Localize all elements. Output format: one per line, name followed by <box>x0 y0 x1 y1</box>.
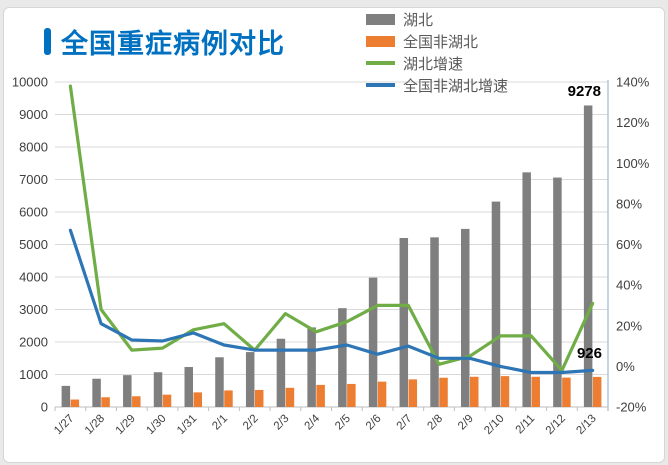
bar-hubei-1/30 <box>153 372 163 407</box>
legend: 湖北 全国非湖北 湖北增速 全国非湖北增速 <box>366 8 508 96</box>
x-axis-label: 2/4 <box>302 412 322 432</box>
bar-hubei-2/7 <box>399 238 409 407</box>
legend-label: 湖北 <box>403 11 434 29</box>
left-axis-tick-label: 8000 <box>19 140 48 155</box>
left-axis-tick-label: 4000 <box>19 270 48 285</box>
bar-non-hubei-2/6 <box>377 381 387 407</box>
bar-non-hubei-2/13 <box>592 376 602 407</box>
bar-non-hubei-2/2 <box>254 389 264 407</box>
right-axis-tick-label: 120% <box>616 115 650 130</box>
right-axis-tick-label: 140% <box>616 75 650 90</box>
bar-hubei-2/3 <box>276 338 286 407</box>
hubei-bar-swatch-icon <box>366 13 395 25</box>
x-axis-label: 2/5 <box>333 413 353 433</box>
bar-non-hubei-1/29 <box>132 396 141 407</box>
non-hubei-growth-line-swatch-icon <box>366 83 395 87</box>
x-axis-label: 1/29 <box>114 413 138 437</box>
non-hubei-bar-swatch-icon <box>366 35 395 47</box>
x-axis-label: 2/11 <box>514 413 538 437</box>
right-axis-tick-label: 100% <box>616 156 650 171</box>
bar-hubei-1/27 <box>61 385 71 407</box>
bar-hubei-2/12 <box>553 177 562 407</box>
legend-item-hubei: 湖北 <box>366 8 508 30</box>
bar-hubei-2/6 <box>368 277 378 407</box>
x-axis-label: 1/30 <box>144 413 168 437</box>
bar-hubei-1/31 <box>184 367 193 407</box>
legend-label: 湖北增速 <box>403 55 464 73</box>
bar-non-hubei-2/8 <box>439 377 448 407</box>
legend-item-hubei-growth: 湖北增速 <box>366 52 508 74</box>
left-axis-tick-label: 2000 <box>19 335 48 350</box>
right-axis-tick-label: 80% <box>616 196 642 211</box>
x-axis-label: 1/27 <box>52 413 76 437</box>
bar-non-hubei-2/12 <box>562 377 571 407</box>
right-axis-tick-label: 0% <box>616 359 635 374</box>
growth-line-全国非湖北增速 <box>68 228 595 375</box>
hubei-growth-line-swatch-icon <box>366 61 395 65</box>
x-axis-label: 2/3 <box>272 413 292 433</box>
left-axis-tick-label: 9000 <box>19 107 48 122</box>
growth-line-湖北增速 <box>68 84 595 372</box>
bar-hubei-2/10 <box>491 201 501 407</box>
chart-title-row: 全国重症病例对比 <box>44 22 285 61</box>
bar-hubei-2/8 <box>430 237 439 407</box>
legend-label: 全国非湖北 <box>403 33 479 51</box>
left-axis-tick-label: 1000 <box>19 367 48 382</box>
bar-non-hubei-2/10 <box>500 376 510 407</box>
bar-hubei-2/1 <box>215 357 224 407</box>
x-axis-label: 2/12 <box>544 413 568 437</box>
left-axis-tick-label: 6000 <box>19 205 48 220</box>
right-axis-tick-label: 20% <box>616 318 642 333</box>
legend-item-non-hubei: 全国非湖北 <box>366 30 508 52</box>
x-axis-label: 2/7 <box>395 413 415 433</box>
x-axis-label: 2/9 <box>456 413 476 433</box>
x-axis-label: 2/8 <box>425 413 445 433</box>
left-axis-tick-label: 0 <box>41 400 48 415</box>
x-axis-label: 2/2 <box>241 413 261 433</box>
bar-non-hubei-2/1 <box>224 390 233 407</box>
bar-hubei-1/28 <box>92 378 101 407</box>
data-label-non-hubei: 926 <box>577 345 602 362</box>
bar-hubei-2/5 <box>338 308 347 407</box>
left-axis-tick-label: 3000 <box>19 302 48 317</box>
left-axis-tick-label: 7000 <box>19 172 48 187</box>
right-axis-tick-label: 40% <box>616 278 642 293</box>
left-axis-tick-label: 5000 <box>19 237 48 252</box>
x-axis-label: 2/10 <box>482 413 506 437</box>
left-axis-tick-label: 10000 <box>12 75 48 90</box>
title-accent-bar <box>44 28 51 55</box>
bar-non-hubei-2/4 <box>316 384 325 407</box>
bar-non-hubei-2/3 <box>285 387 295 407</box>
bar-non-hubei-1/27 <box>70 399 80 407</box>
bar-non-hubei-2/9 <box>470 376 479 407</box>
bar-hubei-2/13 <box>583 105 593 407</box>
x-axis-label: 1/28 <box>83 413 107 437</box>
legend-label: 全国非湖北增速 <box>403 77 509 95</box>
chart-title: 全国重症病例对比 <box>61 29 285 59</box>
x-axis-label: 2/1 <box>210 413 230 433</box>
bar-non-hubei-1/30 <box>162 394 172 407</box>
data-label-hubei: 9278 <box>568 83 601 100</box>
bar-hubei-1/29 <box>123 375 132 407</box>
bar-non-hubei-1/28 <box>101 397 110 407</box>
x-axis-label: 2/6 <box>364 413 384 433</box>
x-axis-label: 2/13 <box>574 413 598 437</box>
bar-non-hubei-1/31 <box>193 392 202 407</box>
bar-non-hubei-2/7 <box>408 379 418 407</box>
bar-hubei-2/9 <box>461 228 470 407</box>
bar-hubei-2/4 <box>307 327 316 407</box>
bar-non-hubei-2/5 <box>347 383 356 407</box>
bar-non-hubei-2/11 <box>531 376 540 407</box>
right-axis-tick-label: -20% <box>616 400 647 415</box>
legend-item-non-hubei-growth: 全国非湖北增速 <box>366 74 508 96</box>
x-axis-label: 1/31 <box>175 413 199 437</box>
bar-hubei-2/2 <box>245 352 255 407</box>
bar-hubei-2/11 <box>522 172 531 407</box>
right-axis-tick-label: 60% <box>616 237 642 252</box>
